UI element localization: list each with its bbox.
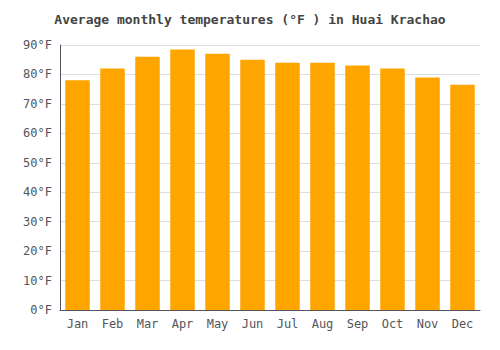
svg-text:60°F: 60°F <box>23 126 52 140</box>
svg-text:80°F: 80°F <box>23 67 52 81</box>
svg-text:May: May <box>207 317 229 331</box>
svg-text:30°F: 30°F <box>23 215 52 229</box>
svg-text:Oct: Oct <box>382 317 404 331</box>
svg-text:40°F: 40°F <box>23 185 52 199</box>
svg-text:70°F: 70°F <box>23 97 52 111</box>
svg-text:Jun: Jun <box>242 317 264 331</box>
svg-text:50°F: 50°F <box>23 156 52 170</box>
svg-text:Mar: Mar <box>137 317 159 331</box>
svg-text:Feb: Feb <box>102 317 124 331</box>
svg-text:Aug: Aug <box>312 317 334 331</box>
svg-text:Apr: Apr <box>172 317 194 331</box>
svg-text:0°F: 0°F <box>30 303 52 317</box>
svg-text:Nov: Nov <box>417 317 439 331</box>
svg-text:Dec: Dec <box>452 317 474 331</box>
svg-text:10°F: 10°F <box>23 274 52 288</box>
svg-text:Sep: Sep <box>347 317 369 331</box>
svg-text:20°F: 20°F <box>23 244 52 258</box>
svg-text:Jan: Jan <box>67 317 89 331</box>
svg-text:90°F: 90°F <box>23 38 52 52</box>
svg-text:Jul: Jul <box>277 317 299 331</box>
svg-text:Average monthly temperatures (: Average monthly temperatures (°F ) in Hu… <box>54 12 446 27</box>
